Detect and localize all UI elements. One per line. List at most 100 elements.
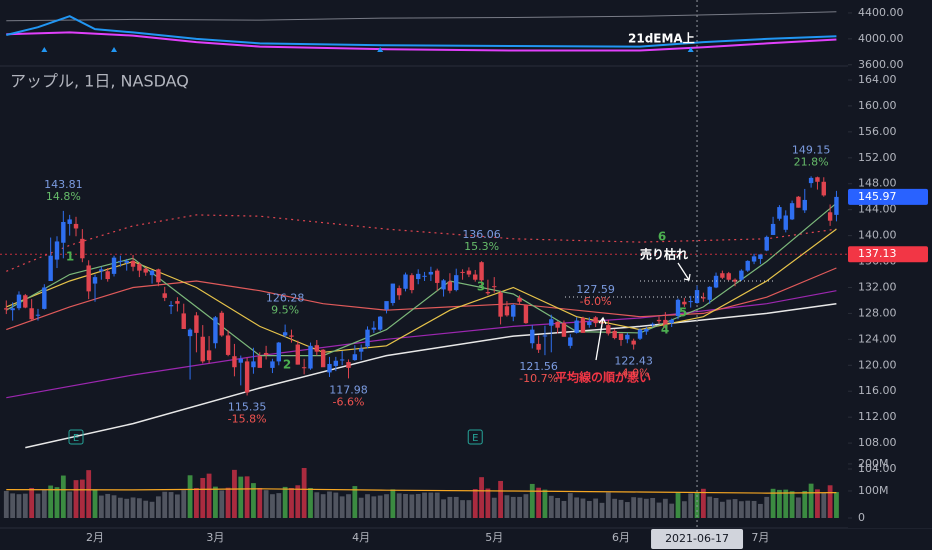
volume-bar xyxy=(155,496,161,518)
volume-bar xyxy=(713,497,719,518)
wave-count: 4 xyxy=(661,323,669,337)
candle-body xyxy=(688,301,693,303)
candle-body xyxy=(732,279,738,282)
volume-bar xyxy=(498,480,503,518)
volume-bar xyxy=(168,492,174,518)
y-tick-label: 112.00 xyxy=(858,410,897,423)
candle-body xyxy=(726,273,731,280)
candle-body xyxy=(644,328,649,332)
volume-bar xyxy=(22,493,28,518)
earnings-marker xyxy=(467,429,483,445)
y-tick-label: 104.00 xyxy=(858,462,897,475)
volume-bar xyxy=(73,480,79,518)
candle-body xyxy=(745,260,750,271)
volume-bar xyxy=(358,497,364,518)
x-tick-label: 7月 xyxy=(751,531,769,544)
volume-bar xyxy=(16,494,22,518)
y-tick-label: 164.00 xyxy=(858,73,897,86)
volume-bar xyxy=(282,486,288,518)
candle-body xyxy=(263,352,269,355)
candle-body xyxy=(821,181,826,196)
candle-body xyxy=(428,271,434,275)
candle-body xyxy=(314,345,320,352)
price-tag xyxy=(848,188,928,205)
candle-body xyxy=(48,255,53,281)
crosshair-date: 2021-06-17 xyxy=(665,532,729,545)
candle-body xyxy=(720,273,725,278)
signal-marker xyxy=(377,47,384,52)
swing-price: 121.56 xyxy=(519,360,558,373)
volume-bar xyxy=(244,476,250,518)
volume-bar xyxy=(688,493,694,518)
volume-bar xyxy=(130,497,136,518)
volume-bar xyxy=(111,495,117,518)
swing-change: 14.8% xyxy=(46,190,81,203)
volume-panel xyxy=(3,467,839,518)
candle-body xyxy=(802,199,807,211)
swing-price: 115.35 xyxy=(228,400,267,413)
candle-body xyxy=(796,196,801,208)
volume-bar xyxy=(390,489,396,518)
candle-body xyxy=(244,361,250,393)
volume-bar xyxy=(567,493,573,518)
volume-tick-label: 200M xyxy=(858,457,889,470)
swing-change: -6.6% xyxy=(333,395,365,408)
volume-bar xyxy=(365,494,370,518)
volume-bar xyxy=(327,491,332,518)
volume-bar xyxy=(403,493,408,518)
candle-body xyxy=(346,362,351,368)
note: 売り枯れ xyxy=(640,247,688,262)
volume-bar xyxy=(618,499,624,518)
candle-body xyxy=(16,294,22,309)
candle-body xyxy=(403,274,408,289)
signal-marker xyxy=(111,47,118,52)
price-tag xyxy=(848,246,928,263)
candle-body xyxy=(815,177,820,182)
volume-bar xyxy=(662,498,668,518)
volume-bar xyxy=(707,496,713,518)
line-series xyxy=(6,488,837,494)
candle-body xyxy=(587,321,592,326)
candle-body xyxy=(656,319,662,322)
candle-body xyxy=(99,269,104,272)
volume-bar xyxy=(143,500,149,518)
volume-bar xyxy=(681,501,687,518)
swing-change: -10.7% xyxy=(519,372,558,385)
volume-bar xyxy=(86,470,92,518)
volume-bar xyxy=(637,497,643,518)
volume-bar xyxy=(612,498,618,518)
candle-body xyxy=(289,335,294,337)
candle-body xyxy=(187,329,193,337)
candle-body xyxy=(130,260,136,267)
y-tick-label: 128.00 xyxy=(858,306,897,319)
volume-bar xyxy=(758,503,763,518)
candle-body xyxy=(162,293,167,298)
candle-body xyxy=(276,342,281,362)
swing-price: 149.15 xyxy=(792,143,831,156)
candle-body xyxy=(238,358,243,363)
volume-bar xyxy=(396,493,402,518)
candle-body xyxy=(574,320,579,333)
volume-bar xyxy=(650,497,656,518)
candle-body xyxy=(73,223,79,229)
volume-bar xyxy=(409,494,415,518)
price-axis-bg xyxy=(848,0,932,528)
volume-bar xyxy=(777,489,782,518)
volume-bar xyxy=(719,501,725,518)
volume-bar xyxy=(79,479,85,518)
volume-bar xyxy=(745,500,751,518)
volume-bar xyxy=(453,496,459,518)
volume-bar xyxy=(384,494,389,518)
volume-bar xyxy=(187,475,193,518)
volume-bar xyxy=(796,497,801,518)
candle-body xyxy=(149,270,155,276)
candle-body xyxy=(396,288,402,296)
candle-body xyxy=(549,319,554,326)
x-tick-label: 4月 xyxy=(352,531,370,544)
volume-bar xyxy=(352,486,358,518)
candle-body xyxy=(530,329,535,344)
y-tick-label: 156.00 xyxy=(858,125,897,138)
volume-bar xyxy=(479,477,484,518)
candle-body xyxy=(682,301,687,305)
